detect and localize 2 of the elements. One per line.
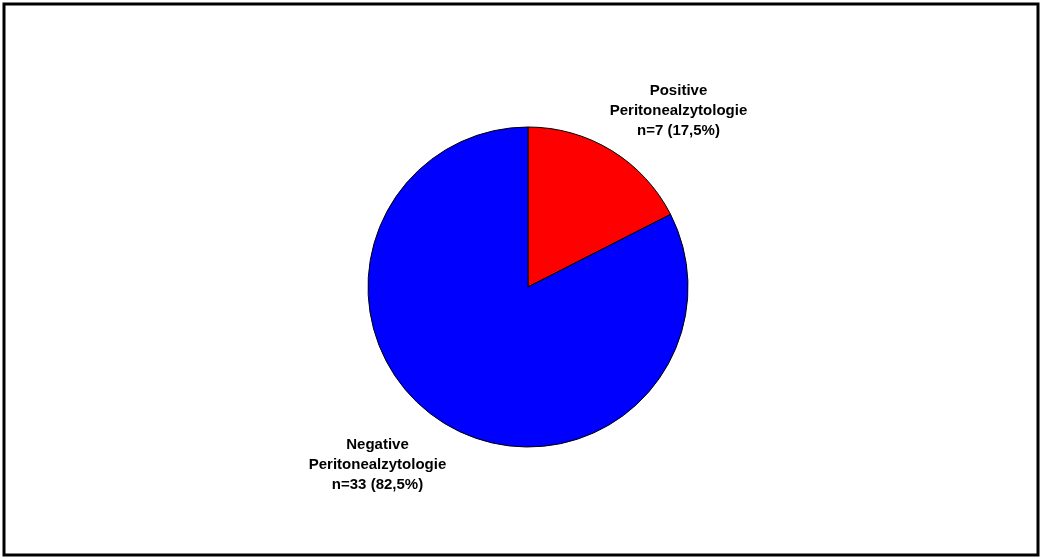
data-label: n=7 (17,5%) bbox=[637, 120, 720, 138]
data-label: n=33 (82,5%) bbox=[331, 475, 424, 493]
